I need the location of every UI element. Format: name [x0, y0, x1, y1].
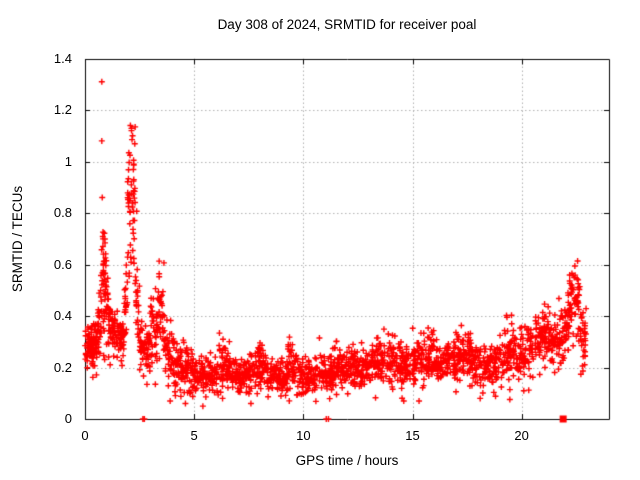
- y-tick-label: 0.8: [53, 205, 72, 220]
- y-tick-label: 0.2: [53, 359, 72, 375]
- x-tick-label: 5: [190, 428, 198, 443]
- y-tick-label: 0.4: [53, 308, 72, 323]
- x-tick-label: 0: [81, 428, 89, 443]
- x-axis-label: GPS time / hours: [295, 453, 399, 468]
- y-tick-label: 0.6: [53, 256, 72, 272]
- x-tick-label: 15: [405, 428, 420, 443]
- y-tick-label: 0: [64, 411, 72, 426]
- x-tick-label: 20: [514, 428, 529, 443]
- x-tick-label: 10: [296, 428, 311, 443]
- y-tick-label: 1.4: [53, 50, 72, 66]
- y-tick-label: 1: [64, 153, 72, 169]
- y-tick-label: 1.2: [53, 102, 72, 117]
- chart-title: Day 308 of 2024, SRMTID for receiver poa…: [217, 17, 477, 32]
